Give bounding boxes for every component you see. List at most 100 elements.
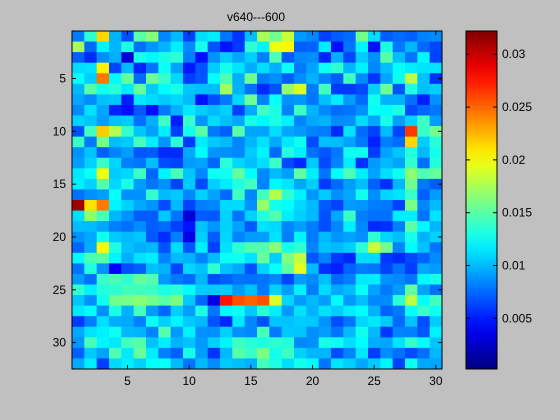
heatmap-cell [183,231,196,243]
heatmap-cell [195,316,209,328]
heatmap-cell [281,41,295,53]
heatmap-cell [244,104,258,116]
heatmap-cell [195,358,209,370]
heatmap-cell [318,273,332,285]
heatmap-cell [109,83,122,95]
heatmap-cell [368,104,381,116]
heatmap-cell [306,41,320,53]
heatmap-cell [96,126,110,138]
heatmap-cell [417,157,431,169]
heatmap-cell [318,94,332,106]
heatmap-cell [170,41,184,53]
heatmap-cell [355,41,369,53]
heatmap-cell [183,52,196,64]
heatmap-cell [306,295,320,307]
heatmap-cell [257,136,270,148]
heatmap-cell [183,273,196,285]
heatmap-cell [343,104,357,116]
heatmap-cell [368,210,381,222]
x-tick-label: 30 [429,374,443,388]
heatmap-cell [405,104,418,116]
heatmap-cell [133,295,147,307]
heatmap-cell [392,62,406,74]
heatmap-cell [294,326,307,338]
heatmap-cell [294,358,307,370]
x-tick-label: 25 [367,374,381,388]
heatmap-cell [232,231,246,243]
heatmap-cell [306,115,320,127]
heatmap-cell [392,252,406,264]
heatmap-cell [355,136,369,148]
heatmap-cell [232,200,246,211]
heatmap-cell [294,157,307,169]
heatmap-cell [121,316,135,328]
heatmap-cell [281,94,295,106]
heatmap-cell [355,295,369,307]
heatmap-cell [343,115,357,127]
heatmap-cell [84,326,98,338]
heatmap-cell [417,358,431,370]
heatmap-cell [121,178,135,190]
heatmap-cell [195,347,209,359]
heatmap-cell [318,231,332,243]
heatmap-cell [257,305,270,317]
heatmap-cell [368,189,381,201]
heatmap-cell [343,41,357,53]
y-tick-label: 10 [53,124,67,138]
heatmap-cell [121,136,135,148]
heatmap-cell [121,94,135,106]
heatmap-cell [405,73,418,85]
heatmap-cell [294,273,307,285]
colorbar-tick-label: 0.03 [502,47,526,61]
heatmap-cell [158,231,172,243]
heatmap-cell [232,73,246,85]
heatmap-cell [392,295,406,307]
heatmap-cell [429,295,443,307]
heatmap-cell [133,221,147,233]
heatmap-cell [72,284,85,296]
heatmap-cell [355,94,369,106]
heatmap-cell [72,358,85,370]
heatmap-cell [257,168,270,180]
heatmap-cell [158,189,172,201]
heatmap-cell [170,52,184,64]
heatmap-cell [368,178,381,190]
colorbar-tick-label: 0.01 [502,258,526,272]
heatmap-cell [281,136,295,148]
heatmap-cell [417,73,431,85]
heatmap-cell [232,210,246,222]
heatmap-cell [158,347,172,359]
heatmap-cell [429,62,443,74]
heatmap-cell [429,273,443,285]
heatmap-cell [306,263,320,275]
heatmap-cell [96,94,110,106]
heatmap-cell [146,83,159,95]
heatmap-cell [170,94,184,106]
heatmap-cell [121,347,135,359]
heatmap-cell [318,200,332,211]
heatmap-cell [195,200,209,211]
heatmap-cell [306,316,320,328]
heatmap-cell [133,52,147,64]
heatmap-cell [331,178,344,190]
heatmap-cell [72,200,85,211]
heatmap-cell [417,347,431,359]
heatmap-cell [343,242,357,254]
heatmap-cell [109,305,122,317]
heatmap-cell [281,73,295,85]
heatmap-cell [257,115,270,127]
heatmap-cell [392,31,406,42]
heatmap-cell [195,41,209,53]
heatmap-cell [96,62,110,74]
heatmap-cell [405,115,418,127]
heatmap-cell [183,178,196,190]
heatmap-cell [306,126,320,138]
heatmap-cell [133,305,147,317]
heatmap-cell [368,168,381,180]
heatmap-cell [195,104,209,116]
heatmap-cell [392,115,406,127]
heatmap-cell [158,104,172,116]
heatmap-cell [380,200,394,211]
heatmap-cell [72,295,85,307]
heatmap-cell [109,41,122,53]
